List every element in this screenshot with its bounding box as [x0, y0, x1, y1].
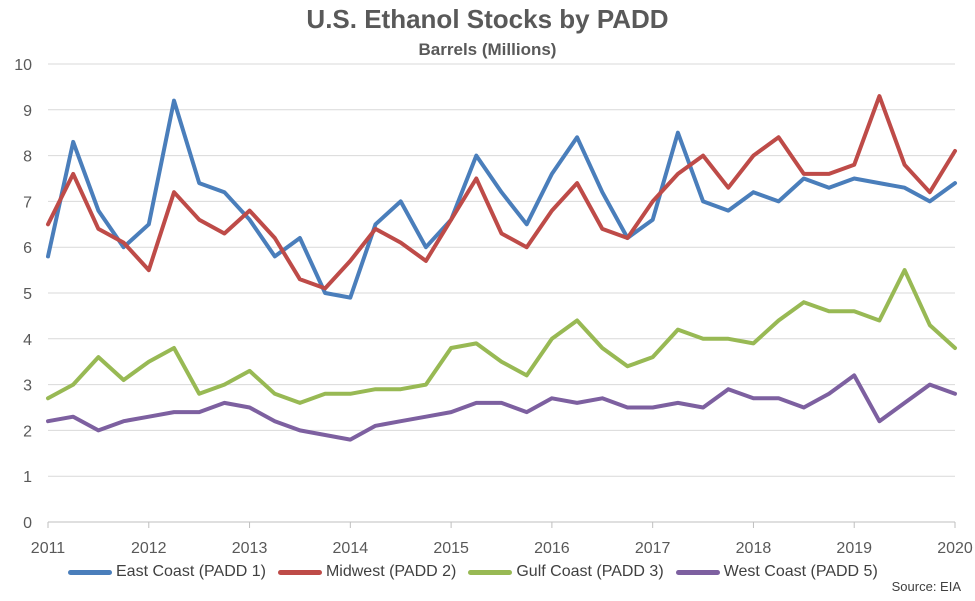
legend-label-west-coast: West Coast (PADD 5) — [723, 563, 878, 580]
x-tick-label: 2020 — [937, 540, 973, 557]
y-tick-label: 8 — [23, 149, 32, 166]
legend-label-east-coast: East Coast (PADD 1) — [116, 563, 266, 580]
x-tick-label: 2017 — [635, 540, 671, 557]
legend: East Coast (PADD 1) Midwest (PADD 2) Gul… — [68, 561, 890, 583]
series-line-0 — [46, 98, 957, 300]
series-line-1 — [46, 94, 957, 291]
chart-subtitle: Barrels (Millions) — [418, 40, 557, 59]
x-tick-label: 2018 — [736, 540, 772, 557]
legend-swatch-west-coast — [675, 569, 720, 575]
y-tick-label: 4 — [23, 332, 32, 349]
x-tick-label: 2015 — [433, 540, 469, 557]
y-tick-label: 9 — [23, 103, 32, 120]
legend-swatch-midwest — [277, 569, 322, 575]
series-lines — [46, 94, 957, 442]
y-tick-label: 6 — [23, 240, 32, 257]
y-tick-label: 10 — [14, 57, 32, 74]
y-tick-label: 5 — [23, 286, 32, 303]
legend-item-east-coast: East Coast (PADD 1) — [68, 563, 266, 581]
legend-label-midwest: Midwest (PADD 2) — [325, 563, 457, 580]
y-tick-label: 3 — [23, 378, 32, 395]
x-tick-label: 2012 — [131, 540, 167, 557]
legend-swatch-east-coast — [68, 569, 112, 575]
y-tick-label: 7 — [23, 194, 32, 211]
chart-title: U.S. Ethanol Stocks by PADD — [306, 4, 669, 34]
y-tick-label: 2 — [23, 423, 32, 440]
y-axis-ticks: 0 1 2 3 4 5 6 7 8 9 10 — [14, 57, 32, 532]
x-tick-label: 2016 — [534, 540, 570, 557]
grid-lines — [48, 63, 955, 523]
series-line-2 — [46, 268, 957, 405]
x-axis-ticks: 2011 2012 2013 2014 2015 2016 2017 2018 2019 2020 — [31, 522, 973, 557]
y-tick-label: 1 — [23, 469, 32, 486]
x-tick-label: 2019 — [836, 540, 872, 557]
series-line-3 — [46, 373, 957, 442]
source-note: Source: EIA — [891, 579, 961, 594]
y-tick-label: 0 — [23, 515, 32, 532]
legend-swatch-gulf-coast — [468, 569, 513, 575]
legend-item-west-coast: West Coast (PADD 5) — [675, 563, 878, 581]
legend-label-gulf-coast: Gulf Coast (PADD 3) — [516, 563, 664, 580]
x-tick-label: 2011 — [31, 540, 66, 557]
x-tick-label: 2013 — [232, 540, 268, 557]
x-tick-label: 2014 — [333, 540, 369, 557]
legend-item-gulf-coast: Gulf Coast (PADD 3) — [468, 563, 664, 581]
legend-item-midwest: Midwest (PADD 2) — [277, 563, 457, 581]
